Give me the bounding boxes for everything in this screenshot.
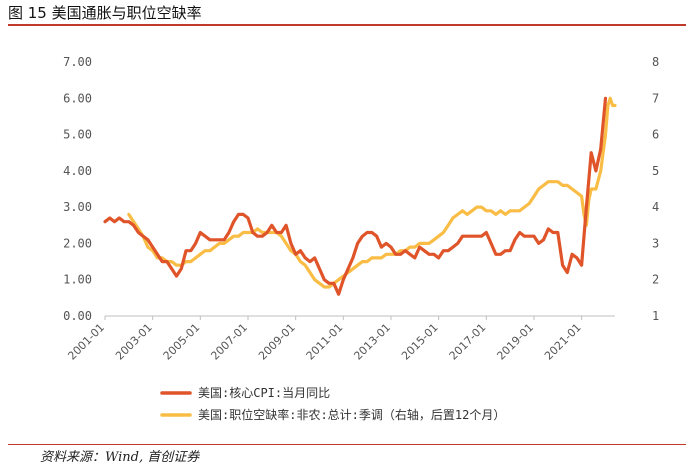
x-tick-label: 2009-01	[256, 321, 298, 363]
y-left-tick-label: 6.00	[63, 91, 92, 105]
x-tick-label: 2019-01	[494, 321, 536, 363]
y-left-tick-label: 3.00	[63, 200, 92, 214]
x-tick-label: 2015-01	[399, 321, 441, 363]
y-right-tick-label: 3	[652, 236, 659, 250]
y-left-tick-label: 1.00	[63, 273, 92, 287]
y-right-tick-label: 5	[652, 164, 659, 178]
x-tick-label: 2001-01	[65, 321, 107, 363]
y-left-tick-label: 2.00	[63, 236, 92, 250]
chart-axes: 0.00 1.00 2.00 3.00 4.00 5.00 6.00 7.00 1 2 3 4 5 6 7 8…	[63, 55, 659, 363]
x-tick-label: 2011-01	[304, 321, 346, 363]
x-tick-label: 2003-01	[113, 321, 155, 363]
chart-lines	[103, 96, 617, 296]
x-tick-label: 2005-01	[161, 321, 203, 363]
y-right-tick-label: 4	[652, 200, 659, 214]
x-tick-label: 2021-01	[542, 321, 584, 363]
y-right-tick-label: 7	[652, 91, 659, 105]
x-tick-label: 2013-01	[351, 321, 393, 363]
y-left-tick-label: 5.00	[63, 128, 92, 142]
series-line-job-openings	[127, 96, 617, 289]
source-note: 资料来源：Wind, 首创证券	[40, 450, 200, 465]
y-right-tick-label: 8	[652, 55, 659, 69]
series-line-core-cpi	[103, 96, 608, 296]
chart-legend: 美国:核心CPI:当月同比美国:职位空缺率:非农:总计:季调（右轴，后置12个月…	[160, 386, 505, 422]
y-right-tick-label: 1	[652, 309, 659, 323]
legend-label: 美国:职位空缺率:非农:总计:季调（右轴，后置12个月）	[198, 407, 505, 422]
source-divider	[8, 444, 686, 445]
chart-title: 图 15 美国通胀与职位空缺率	[8, 4, 202, 22]
y-left-tick-label: 4.00	[63, 164, 92, 178]
title-divider	[8, 24, 686, 26]
legend-label: 美国:核心CPI:当月同比	[198, 386, 330, 400]
x-tick-label: 2007-01	[208, 321, 250, 363]
y-left-tick-label: 7.00	[63, 55, 92, 69]
y-right-tick-label: 2	[652, 273, 659, 287]
y-right-tick-label: 6	[652, 128, 659, 142]
y-left-tick-label: 0.00	[63, 309, 92, 323]
x-tick-label: 2017-01	[447, 321, 489, 363]
